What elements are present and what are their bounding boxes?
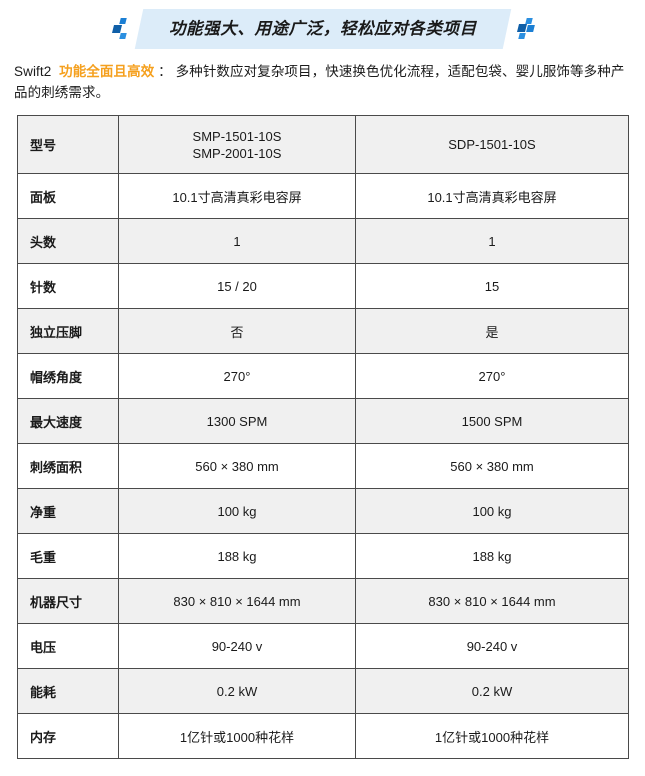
table-row: 面板 10.1寸高清真彩电容屏 10.1寸高清真彩电容屏 xyxy=(17,173,629,219)
subtitle-paragraph: Swift2 功能全面且高效 ： 多种针数应对复杂项目，快速换色优化流程，适配包… xyxy=(0,57,645,103)
row-value-col-a: 10.1寸高清真彩电容屏 xyxy=(118,173,356,219)
model-a-line1: SMP-1501-10S xyxy=(192,128,282,144)
spec-table: 型号 SMP-1501-10S SMP-2001-10S SDP-1501-10… xyxy=(17,115,629,759)
row-value-col-a: 830 × 810 × 1644 mm xyxy=(118,578,356,624)
table-row: 独立压脚 否 是 xyxy=(17,308,629,354)
table-row: 针数 15 / 20 15 xyxy=(17,263,629,309)
banner-title: 功能强大、用途广泛，轻松应对各类项目 xyxy=(168,19,477,38)
subtitle-body-text: 多种针数应对复杂项目，快速换色优化流程，适配包袋、婴儿服饰等多种产品的刺绣需求。 xyxy=(14,64,625,100)
table-row: 净重 100 kg 100 kg xyxy=(17,488,629,534)
banner-plate: 功能强大、用途广泛，轻松应对各类项目 xyxy=(134,8,511,49)
row-value-col-b: 1亿针或1000种花样 xyxy=(355,713,629,759)
row-value-col-a: 0.2 kW xyxy=(118,668,356,714)
table-row: 电压 90-240 v 90-240 v xyxy=(17,623,629,669)
row-label: 面板 xyxy=(17,173,119,219)
row-label: 毛重 xyxy=(17,533,119,579)
subtitle-highlight: 功能全面且高效 xyxy=(59,64,155,79)
row-label: 帽绣角度 xyxy=(17,353,119,399)
table-row: 能耗 0.2 kW 0.2 kW xyxy=(17,668,629,714)
table-row: 毛重 188 kg 188 kg xyxy=(17,533,629,579)
spec-table-body: 型号 SMP-1501-10S SMP-2001-10S SDP-1501-10… xyxy=(17,115,629,759)
row-value-col-b: 1 xyxy=(355,218,629,264)
diamond-cluster-icon-left xyxy=(111,17,131,40)
row-label: 独立压脚 xyxy=(17,308,119,354)
row-value-col-a: 1300 SPM xyxy=(118,398,356,444)
row-value-col-a: 270° xyxy=(118,353,356,399)
row-value-col-b: 188 kg xyxy=(355,533,629,579)
row-value-col-b: 10.1寸高清真彩电容屏 xyxy=(355,173,629,219)
row-value-col-b: 830 × 810 × 1644 mm xyxy=(355,578,629,624)
row-value-col-a: 90-240 v xyxy=(118,623,356,669)
row-label-model: 型号 xyxy=(17,115,119,174)
row-value-col-a: 15 / 20 xyxy=(118,263,356,309)
section-banner: 功能强大、用途广泛，轻松应对各类项目 xyxy=(0,0,645,57)
row-value-col-a: 1 xyxy=(118,218,356,264)
banner-wrapper: 功能强大、用途广泛，轻松应对各类项目 xyxy=(111,8,536,49)
row-value-col-b: 100 kg xyxy=(355,488,629,534)
row-value-col-b: 是 xyxy=(355,308,629,354)
row-value-col-a: 否 xyxy=(118,308,356,354)
table-row: 帽绣角度 270° 270° xyxy=(17,353,629,399)
spec-table-wrapper: 型号 SMP-1501-10S SMP-2001-10S SDP-1501-10… xyxy=(0,103,645,759)
subtitle-separator: ： xyxy=(158,64,172,79)
table-row-header: 型号 SMP-1501-10S SMP-2001-10S SDP-1501-10… xyxy=(17,115,629,174)
row-value-col-a: 560 × 380 mm xyxy=(118,443,356,489)
cell-model-col-b: SDP-1501-10S xyxy=(355,115,629,174)
row-label: 净重 xyxy=(17,488,119,534)
model-a-line2: SMP-2001-10S xyxy=(192,145,282,161)
row-value-col-b: 270° xyxy=(355,353,629,399)
diamond-cluster-icon-right xyxy=(516,17,536,40)
row-value-col-a: 100 kg xyxy=(118,488,356,534)
row-label: 内存 xyxy=(17,713,119,759)
row-value-col-b: 90-240 v xyxy=(355,623,629,669)
row-value-col-b: 15 xyxy=(355,263,629,309)
table-row: 内存 1亿针或1000种花样 1亿针或1000种花样 xyxy=(17,713,629,759)
row-label: 能耗 xyxy=(17,668,119,714)
row-value-col-a: 188 kg xyxy=(118,533,356,579)
product-model-name: Swift2 xyxy=(14,64,52,79)
table-row: 刺绣面积 560 × 380 mm 560 × 380 mm xyxy=(17,443,629,489)
table-row: 机器尺寸 830 × 810 × 1644 mm 830 × 810 × 164… xyxy=(17,578,629,624)
row-value-col-b: 0.2 kW xyxy=(355,668,629,714)
row-label: 机器尺寸 xyxy=(17,578,119,624)
row-label: 最大速度 xyxy=(17,398,119,444)
row-value-col-b: 560 × 380 mm xyxy=(355,443,629,489)
table-row: 最大速度 1300 SPM 1500 SPM xyxy=(17,398,629,444)
row-label: 头数 xyxy=(17,218,119,264)
row-label: 电压 xyxy=(17,623,119,669)
row-value-col-b: 1500 SPM xyxy=(355,398,629,444)
row-label: 刺绣面积 xyxy=(17,443,119,489)
row-value-col-a: 1亿针或1000种花样 xyxy=(118,713,356,759)
table-row: 头数 1 1 xyxy=(17,218,629,264)
cell-model-col-a: SMP-1501-10S SMP-2001-10S xyxy=(118,115,356,174)
row-label: 针数 xyxy=(17,263,119,309)
